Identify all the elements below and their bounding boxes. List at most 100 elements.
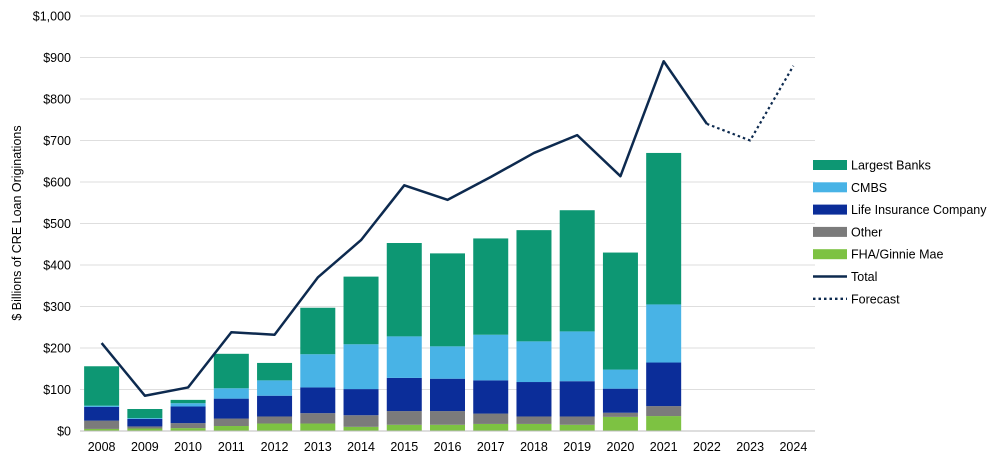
bar-cmbs-2017 [473,334,509,381]
bar-largest-banks-2020 [602,252,638,370]
legend-swatch-life-insurance-company [813,204,847,215]
bar-largest-banks-2008 [84,366,120,406]
bar-life-insurance-company-2016 [430,378,465,412]
bar-life-insurance-company-2013 [300,387,336,414]
x-tick-label: 2011 [218,440,245,454]
legend-label-other: Other [851,225,882,239]
bar-largest-banks-2016 [430,253,465,347]
x-tick-label: 2022 [693,440,721,454]
y-tick-label: $1,000 [33,10,71,24]
bar-fha-ginnie-mae-2012 [257,423,293,431]
bar-other-2020 [602,412,638,417]
bar-largest-banks-2010 [170,399,206,404]
x-tick-label: 2010 [174,440,202,454]
y-tick-label: $300 [43,300,71,314]
line-total [100,59,708,397]
x-tick-label: 2023 [736,440,764,454]
y-tick-label: $0 [57,425,71,439]
bar-fha-ginnie-mae-2013 [300,423,336,431]
bar-fha-ginnie-mae-2017 [473,423,509,431]
bar-cmbs-2012 [257,380,293,396]
bar-life-insurance-company-2010 [170,406,206,424]
bar-other-2021 [646,406,682,417]
bar-largest-banks-2018 [516,230,552,342]
bar-other-2009 [127,426,163,429]
axes: $0 $100 $200 $300 $400 $500 $600 $700 $800 $900 $1… [33,10,815,454]
bar-largest-banks-2011 [213,353,249,389]
x-tick-label: 2018 [520,440,548,454]
bar-other-2018 [516,416,552,424]
bar-cmbs-2010 [170,403,206,407]
grid [80,15,815,390]
bar-life-insurance-company-2019 [559,381,595,417]
legend-swatch-largest-banks [813,160,847,170]
bar-largest-banks-2012 [257,362,293,381]
bar-life-insurance-company-2008 [84,406,120,421]
bar-life-insurance-company-2011 [213,398,249,419]
bar-largest-banks-2017 [473,238,509,335]
x-tick-label: 2012 [261,440,289,454]
bar-other-2008 [84,420,120,429]
legend-swatch-fha-ginnie-mae [813,249,847,260]
bar-cmbs-2011 [213,388,249,399]
legend-label-fha-ginnie-mae: FHA/Ginnie Mae [851,248,943,262]
x-tick-label: 2021 [650,440,678,454]
legend-swatch-cmbs [813,182,847,193]
bar-other-2013 [300,413,336,424]
bar-fha-ginnie-mae-2019 [559,424,595,431]
y-tick-label: $800 [43,93,71,107]
y-tick-label: $100 [43,383,71,397]
legend-label-total: Total [851,270,877,284]
x-tick-label: 2017 [477,440,505,454]
x-tick-label: 2020 [607,440,635,454]
bar-fha-ginnie-mae-2018 [516,423,552,431]
bar-life-insurance-company-2014 [343,389,379,416]
bar-other-2015 [386,411,422,425]
bar-other-2019 [559,416,595,425]
bar-life-insurance-company-2009 [127,418,163,427]
bar-cmbs-2009 [127,418,163,419]
x-tick-label: 2019 [563,440,591,454]
bar-largest-banks-2021 [646,152,682,305]
bar-fha-ginnie-mae-2009 [127,428,163,431]
y-tick-label: $200 [43,342,71,356]
legend: Largest Banks CMBS Life Insurance Company O… [813,159,987,306]
bar-largest-banks-2013 [300,307,336,355]
bar-fha-ginnie-mae-2008 [84,428,120,431]
bar-cmbs-2019 [559,331,595,382]
bar-fha-ginnie-mae-2014 [343,426,379,431]
bar-fha-ginnie-mae-2011 [213,426,249,431]
x-tick-label: 2015 [390,440,418,454]
bar-life-insurance-company-2021 [646,362,682,407]
bar-fha-ginnie-mae-2015 [386,424,422,431]
bar-other-2014 [343,415,379,427]
bar-cmbs-2008 [84,405,120,407]
bar-cmbs-2018 [516,341,552,383]
y-tick-label: $600 [43,176,71,190]
bar-largest-banks-2015 [386,243,422,337]
bar-other-2016 [430,411,465,425]
y-tick-label: $700 [43,134,71,148]
bar-life-insurance-company-2018 [516,382,552,417]
y-tick-label: $500 [43,217,71,231]
x-tick-label: 2016 [434,440,462,454]
bar-other-2012 [257,416,293,424]
bar-life-insurance-company-2015 [386,377,422,412]
bar-other-2011 [213,418,249,427]
lines [100,59,795,397]
legend-label-largest-banks: Largest Banks [851,159,931,173]
bar-largest-banks-2019 [559,210,595,332]
x-tick-label: 2009 [131,440,159,454]
bars [84,152,682,431]
y-tick-label: $900 [43,51,71,65]
bar-other-2010 [170,423,206,429]
legend-swatch-other [813,226,847,237]
bar-fha-ginnie-mae-2021 [646,416,682,431]
bar-fha-ginnie-mae-2016 [430,424,465,431]
bar-cmbs-2016 [430,346,465,379]
bar-largest-banks-2014 [343,276,379,345]
x-tick-label: 2013 [304,440,332,454]
legend-label-cmbs: CMBS [851,181,887,195]
